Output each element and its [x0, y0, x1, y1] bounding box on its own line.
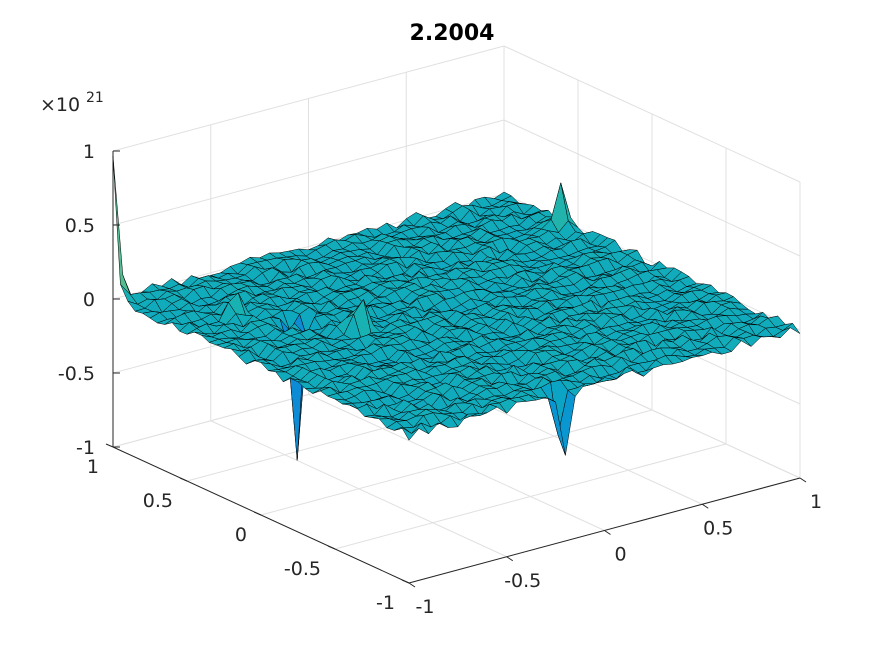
- y-tick-mark: [401, 579, 410, 584]
- x-tick-label: -1: [416, 596, 435, 618]
- x-tick-label: 1: [810, 491, 822, 513]
- x-tick-label: 0.5: [703, 517, 733, 539]
- grid-line: [112, 45, 505, 152]
- y-tick-label: -0.5: [284, 558, 321, 580]
- x-tick-mark: [701, 503, 709, 509]
- x-tick-mark: [799, 477, 807, 483]
- chart-title: 2.2004: [410, 21, 495, 46]
- surface-cell: [401, 426, 419, 441]
- grid-line: [503, 119, 801, 257]
- z-tick-label: -1: [76, 437, 95, 459]
- grid-line: [503, 45, 801, 183]
- z-exponent-value: 21: [86, 90, 104, 106]
- x-tick-mark: [506, 556, 514, 562]
- z-tick-label: 1: [83, 141, 95, 163]
- svg-text:×10: ×10: [40, 94, 80, 116]
- y-tick-mark: [327, 545, 336, 550]
- y-tick-label: 0.5: [143, 490, 173, 512]
- x-tick-mark: [408, 582, 416, 588]
- tick-labels: -1-0.500.51-1-0.500.51-1-0.500.51: [58, 141, 822, 618]
- z-exponent-label: ×10 21: [40, 90, 104, 116]
- grid-line: [112, 119, 505, 226]
- y-tick-label: 0: [235, 524, 247, 546]
- y-tick-mark: [105, 443, 114, 448]
- z-tick-label: -0.5: [58, 363, 95, 385]
- y-tick-mark: [179, 477, 188, 482]
- grid-line: [112, 193, 505, 300]
- y-tick-label: 1: [87, 456, 99, 478]
- x-tick-label: 0: [614, 544, 626, 566]
- grid-line: [260, 409, 653, 516]
- surface-mesh: [112, 155, 801, 461]
- y-tick-label: -1: [376, 592, 395, 614]
- z-tick-label: 0: [83, 289, 95, 311]
- y-tick-mark: [253, 511, 262, 516]
- x-tick-label: -0.5: [504, 570, 541, 592]
- z-exponent-prefix: ×10: [40, 94, 80, 116]
- z-tick-label: 0.5: [65, 215, 95, 237]
- x-tick-mark: [604, 530, 611, 535]
